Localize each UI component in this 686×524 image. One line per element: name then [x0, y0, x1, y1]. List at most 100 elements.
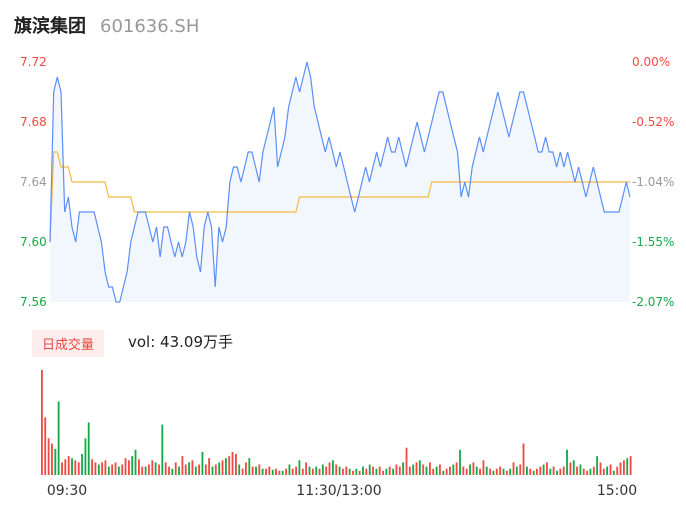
volume-bar	[559, 468, 562, 475]
volume-bar	[278, 470, 281, 475]
volume-bar	[342, 468, 344, 475]
volume-bar	[41, 370, 43, 475]
volume-bar	[111, 464, 114, 475]
volume-bar	[198, 464, 201, 475]
volume-bar	[556, 470, 558, 475]
volume-bar	[398, 466, 401, 475]
volume-bar	[208, 458, 211, 475]
volume-bar	[288, 464, 291, 475]
volume-bar	[121, 464, 124, 475]
volume-bar	[445, 468, 448, 475]
volume-bar	[258, 464, 261, 475]
volume-bar	[485, 466, 488, 475]
volume-tab[interactable]: 日成交量	[32, 330, 105, 357]
volume-bar	[97, 464, 100, 475]
volume-bar	[482, 460, 485, 475]
volume-bar	[572, 460, 575, 475]
volume-bar	[626, 458, 629, 475]
volume-bar	[291, 468, 294, 475]
volume-bar	[128, 460, 130, 475]
volume-bar	[592, 466, 595, 475]
volume-bar	[241, 468, 244, 475]
volume-bar	[94, 462, 97, 475]
volume-bar	[47, 438, 50, 476]
volume-bar	[552, 466, 555, 475]
volume-bar	[462, 466, 465, 475]
volume-bar	[469, 464, 471, 475]
volume-bar	[117, 466, 120, 475]
volume-bar	[582, 468, 585, 475]
volume-bar	[442, 470, 445, 475]
volume-bar	[328, 462, 331, 475]
volume-bar	[422, 464, 425, 475]
pct-tick-label: -1.04%	[632, 175, 674, 189]
volume-bar	[332, 460, 334, 475]
volume-bar	[505, 470, 508, 475]
pct-tick-label: 0.00%	[632, 55, 670, 69]
volume-bar	[285, 468, 288, 475]
volume-bar	[392, 468, 395, 475]
volume-bar	[131, 456, 134, 475]
volume-bar	[134, 449, 137, 475]
volume-bar	[311, 468, 314, 475]
volume-bar	[623, 460, 625, 475]
volume-bar	[148, 464, 150, 475]
volume-bar	[248, 458, 251, 475]
volume-bar	[178, 466, 180, 475]
volume-bar	[67, 456, 70, 475]
volume-bar	[432, 468, 435, 475]
volume-bar	[268, 466, 271, 475]
volume-bar	[352, 470, 354, 475]
volume-bar	[141, 466, 144, 475]
volume-bar	[526, 466, 528, 475]
volume-bar	[596, 456, 599, 475]
volume-bar	[161, 424, 164, 475]
volume-bar	[539, 466, 542, 475]
volume-bar	[616, 466, 619, 475]
volume-bar	[562, 466, 565, 475]
volume-bar	[449, 466, 451, 475]
volume-bar	[91, 459, 94, 476]
volume-bar	[231, 451, 234, 475]
volume-bar	[54, 448, 57, 476]
pct-axis-labels: 0.00% -0.52% -1.04% -1.55% -2.07%	[632, 55, 674, 309]
volume-bar	[609, 464, 612, 475]
volume-bar	[181, 456, 184, 475]
volume-bar	[71, 458, 73, 475]
volume-bar	[335, 464, 338, 475]
volume-bar	[154, 462, 157, 475]
volume-bar	[164, 462, 167, 475]
volume-bar	[348, 468, 351, 475]
volume-bar	[301, 468, 304, 475]
volume-bar	[174, 462, 177, 475]
volume-bar	[388, 466, 391, 475]
volume-bar	[235, 454, 237, 475]
volume-bar	[74, 460, 77, 475]
time-tick-label: 15:00	[597, 483, 637, 499]
volume-bar	[542, 464, 545, 475]
volume-total-label: vol: 43.09万手	[128, 333, 233, 351]
volume-bar	[412, 464, 415, 475]
price-tick-label: 7.64	[20, 175, 47, 189]
volume-bar	[158, 464, 160, 475]
volume-bar	[515, 466, 518, 475]
price-line	[49, 61, 631, 303]
volume-bar	[479, 468, 481, 475]
volume-bar	[566, 449, 568, 475]
volume-bar	[168, 466, 170, 475]
volume-bar	[151, 460, 154, 475]
volume-bar	[84, 438, 87, 476]
volume-bar	[281, 470, 284, 475]
volume-bar	[318, 468, 321, 475]
pct-tick-label: -0.52%	[632, 115, 674, 129]
volume-bar	[81, 454, 83, 475]
volume-bar	[532, 470, 535, 475]
volume-bar	[586, 470, 589, 475]
volume-bar	[201, 451, 204, 475]
volume-bar	[402, 462, 405, 475]
volume-bar	[184, 464, 187, 475]
volume-bar	[211, 466, 214, 475]
volume-bar	[439, 464, 441, 475]
volume-bar	[221, 460, 224, 475]
price-tick-label: 7.68	[20, 115, 47, 129]
